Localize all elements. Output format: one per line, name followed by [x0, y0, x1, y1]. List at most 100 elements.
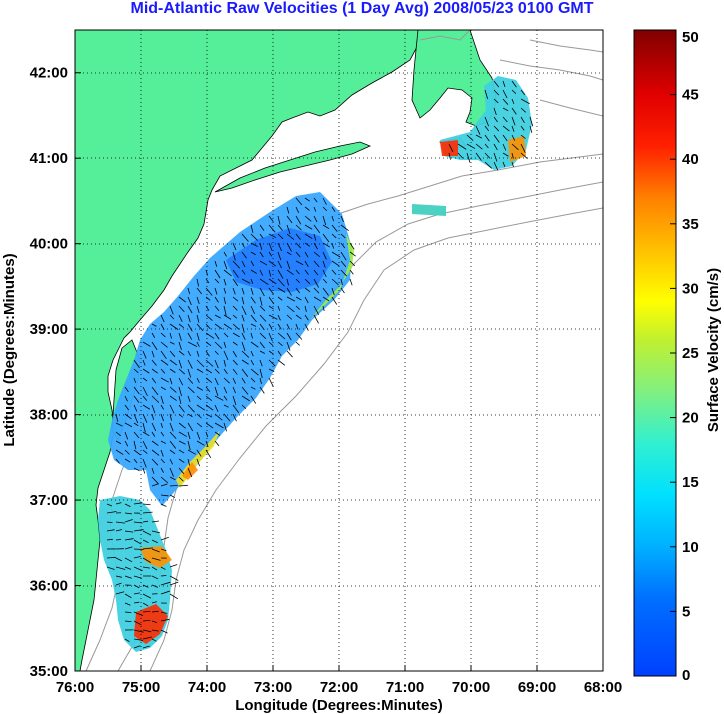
colorbar-tick-label: 0: [682, 667, 690, 684]
velocity-arrow: [214, 278, 220, 284]
y-tick-label: 36:00: [30, 578, 68, 595]
velocity-arrow: [151, 440, 159, 446]
velocity-arrow: [295, 251, 301, 258]
colorbar-tick-label: 10: [682, 539, 699, 556]
velocity-arrow: [259, 305, 266, 312]
velocity-arrow: [178, 476, 184, 482]
velocity-arrow: [151, 422, 157, 432]
velocity-arrow: [331, 224, 338, 232]
velocity-arrow: [232, 287, 236, 295]
velocity-arrow: [160, 440, 167, 444]
velocity-arrow: [295, 314, 302, 320]
velocity-arrow: [331, 251, 341, 258]
long-island: [214, 141, 372, 193]
velocity-arrow: [277, 305, 281, 311]
velocity-arrow: [322, 296, 330, 302]
velocity-arrow: [160, 341, 168, 348]
velocity-arrow: [106, 511, 117, 514]
velocity-arrow: [286, 341, 291, 351]
velocity-arrow: [268, 278, 277, 285]
velocity-arrow: [286, 224, 291, 235]
velocity-arrow: [286, 305, 295, 313]
velocity-arrow: [259, 278, 269, 285]
velocity-arrow: [133, 386, 140, 395]
x-tick-label: 74:00: [188, 679, 226, 696]
velocity-arrow: [277, 341, 283, 347]
longitude-ticks: 76:00 75:00 74:00 73:00 72:00 71:00 70:00 69:00…: [56, 665, 622, 696]
velocity-arrow: [187, 323, 193, 332]
velocity-arrow: [115, 557, 123, 562]
velocity-arrow: [250, 242, 258, 247]
velocity-arrow: [259, 251, 264, 258]
velocity-arrow: [277, 251, 282, 261]
velocity-arrow: [124, 611, 132, 614]
velocity-arrow: [214, 431, 221, 436]
velocity-arrow: [286, 350, 293, 358]
velocity-arrow: [196, 305, 200, 314]
velocity-arrow: [115, 575, 122, 578]
velocity-arrow: [277, 350, 282, 356]
velocity-arrow: [169, 350, 176, 357]
velocity-arrow: [304, 323, 309, 331]
velocity-arrow: [142, 467, 146, 474]
velocity-arrow: [196, 368, 204, 373]
velocity-arrow: [304, 287, 311, 293]
velocity-arrow: [268, 269, 272, 277]
velocity-arrow: [133, 404, 138, 412]
velocity-fringe-green: [310, 234, 354, 320]
velocity-arrow: [493, 89, 500, 96]
velocity-arrow: [349, 242, 355, 250]
velocity-arrow: [295, 278, 301, 284]
velocity-arrow: [196, 449, 202, 457]
velocity-arrow: [277, 269, 284, 279]
velocity-arrow: [250, 260, 255, 267]
velocity-arrow: [142, 503, 151, 506]
velocity-arrow: [259, 233, 264, 239]
velocity-arrow: [295, 287, 301, 294]
velocity-arrow: [160, 314, 165, 323]
velocity-patch-offshore: [412, 204, 446, 216]
velocity-arrow: [151, 638, 157, 642]
velocity-arrow: [520, 125, 525, 131]
velocity-arrow: [241, 251, 247, 259]
velocity-arrow: [340, 287, 345, 294]
velocity-arrow: [205, 386, 211, 392]
velocity-arrow: [241, 350, 250, 358]
velocity-arrow: [232, 341, 238, 346]
velocity-arrow: [142, 636, 152, 640]
velocity-arrow: [169, 377, 173, 385]
velocity-arrow: [520, 152, 528, 159]
velocity-arrow: [106, 556, 117, 559]
velocity-arrow: [124, 638, 130, 642]
velocity-fringe-orange: [182, 462, 198, 480]
velocity-arrow: [178, 377, 184, 386]
velocity-arrow: [331, 296, 338, 305]
velocity-arrow: [151, 449, 160, 456]
velocity-arrow: [223, 314, 232, 320]
velocity-arrow: [340, 251, 347, 261]
velocity-arrow: [142, 547, 153, 550]
velocity-arrow: [295, 305, 300, 310]
velocity-arrow: [169, 359, 178, 366]
velocity-arrow: [178, 440, 186, 445]
velocity-arrow: [151, 386, 159, 396]
velocity-arrow: [196, 359, 205, 368]
velocity-arrow: [502, 152, 509, 157]
velocity-arrow: [196, 395, 202, 401]
velocity-arrow: [133, 555, 142, 559]
velocity-arrow: [286, 287, 292, 296]
velocity-arrow: [133, 601, 140, 604]
velocity-arrow: [214, 422, 224, 429]
velocity-arrow: [187, 341, 198, 347]
velocity-arrow: [160, 483, 168, 487]
velocity-arrow: [259, 314, 267, 322]
velocity-arrow: [151, 404, 156, 414]
velocity-arrow: [250, 296, 256, 304]
velocity-arrow: [484, 125, 490, 132]
velocity-arrow: [322, 305, 325, 312]
velocity-arrow: [160, 395, 164, 404]
velocity-arrow: [160, 618, 170, 622]
x-tick-label: 73:00: [254, 679, 292, 696]
velocity-arrow: [223, 350, 229, 361]
y-tick-label: 39:00: [30, 321, 68, 338]
